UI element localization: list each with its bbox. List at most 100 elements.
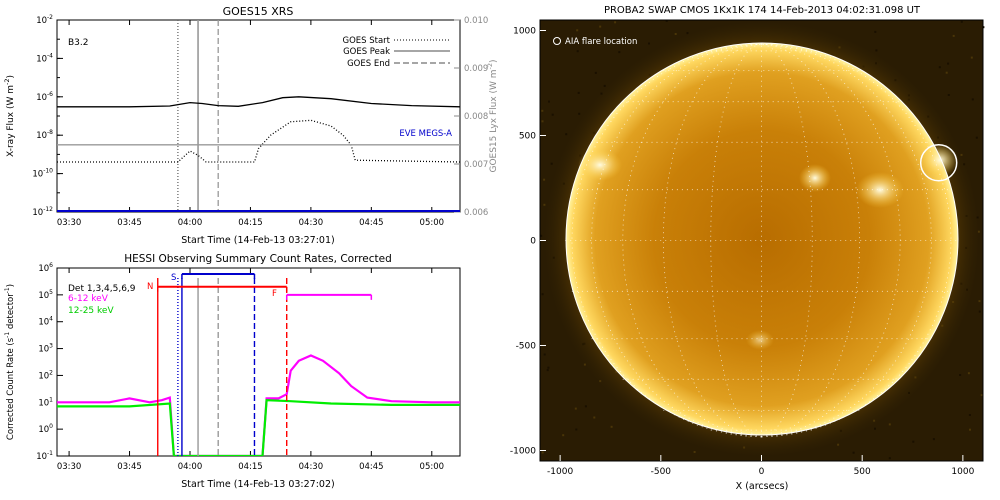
goes-legend-start: GOES Start: [342, 36, 390, 46]
swap-noise-speck: [578, 112, 581, 115]
swap-noise-speck: [648, 42, 650, 45]
hessi-x-tick-label: 03:45: [117, 462, 142, 472]
swap-noise-speck: [546, 369, 549, 372]
goes-y2-tick-label: 0.006: [464, 208, 488, 218]
goes-series-short: [57, 119, 460, 163]
swap-noise-speck: [603, 84, 606, 87]
swap-sun-disk: [566, 43, 958, 435]
swap-x-tick-label: 500: [854, 467, 871, 477]
hessi-x-tick-label: 05:00: [420, 462, 445, 472]
goes-series-long: [57, 96, 460, 108]
hessi-y-ticks: 10-1 100 101 102 103 104 105 106: [36, 262, 63, 462]
hessi-flag-F: F: [272, 289, 277, 299]
swap-active-region-center: [856, 172, 904, 208]
hessi-y-tick-label: 102: [38, 369, 53, 381]
swap-noise-speck: [551, 113, 554, 116]
swap-flare-location-marker: [919, 144, 958, 182]
hessi-flag-lines: [157, 278, 288, 456]
swap-legend-marker: [553, 37, 561, 45]
swap-grid-meridian: [591, 43, 762, 438]
goes-plot-frame: [56, 19, 461, 213]
hessi-legend-high: 12-25 keV: [68, 306, 114, 316]
hessi-x-tick-label: 03:30: [57, 462, 82, 472]
swap-noise-speck: [875, 49, 878, 52]
swap-title: PROBA2 SWAP CMOS 1Kx1K 174 14-Feb-2013 0…: [604, 5, 921, 16]
goes-class-label: B3.2: [68, 38, 89, 48]
swap-noise-speck: [959, 374, 962, 376]
hessi-x-ticks: 03:30 03:45 04:00 04:15 04:30 04:45 05:00: [57, 268, 444, 472]
swap-noise-speck: [541, 109, 544, 112]
goes-y-tick-label: 10-8: [36, 129, 53, 141]
swap-bright-regions: [578, 144, 958, 350]
goes-event-lines: [177, 20, 219, 212]
hessi-series-12-25-kev: [57, 399, 460, 456]
swap-x-axis-title: X (arcsecs): [736, 481, 789, 492]
hessi-legend-low: 6-12 keV: [68, 294, 109, 304]
goes-x-tick-label: 03:45: [117, 218, 142, 228]
swap-noise-speck: [665, 20, 668, 22]
hessi-plot-frame: [56, 267, 461, 457]
swap-noise-speck: [932, 438, 935, 441]
swap-noise-speck: [969, 428, 971, 431]
goes-y-tick-label: 10-10: [32, 168, 53, 180]
swap-x-tick-label: 1000: [951, 467, 974, 477]
hessi-series: [57, 354, 460, 456]
hessi-flag-S: S: [171, 273, 176, 283]
hessi-det-label: Det 1,3,4,5,6,9: [68, 284, 136, 294]
swap-legend-label: AIA flare location: [565, 37, 637, 47]
swap-noise-speck: [975, 136, 978, 139]
swap-noise-speck: [971, 98, 974, 101]
swap-noise-speck: [547, 366, 550, 369]
swap-panel: PROBA2 SWAP CMOS 1Kx1K 174 14-Feb-2013 0…: [510, 5, 985, 492]
swap-noise-speck: [614, 21, 617, 24]
goes-y-axis-title: X-ray Flux (W m-2): [3, 75, 16, 157]
swap-noise-speck: [610, 425, 613, 428]
swap-noise-speck: [938, 66, 941, 69]
goes-x-tick-label: 03:30: [57, 218, 82, 228]
swap-limb: [565, 42, 959, 436]
swap-heliographic-grid: [565, 43, 958, 438]
goes-x-tick-label: 05:00: [420, 218, 445, 228]
swap-y-tick-label: 0: [530, 237, 536, 247]
swap-x-ticks: -1000 -500 0 500 1000: [547, 455, 975, 477]
swap-noise-speck: [978, 300, 981, 303]
swap-noise-speck: [618, 51, 621, 54]
goes-y-tick-label: 10-2: [36, 14, 53, 26]
hessi-x-tick-label: 04:30: [299, 462, 324, 472]
swap-noise-speck: [550, 162, 553, 165]
goes-y2-tick-label: 0.010: [464, 16, 488, 26]
goes-y-tick-label: 10-6: [36, 91, 53, 103]
swap-noise-speck: [912, 440, 915, 443]
goes-eve-label: EVE MEGS-A: [399, 129, 452, 139]
hessi-y-tick-label: 105: [38, 289, 53, 301]
swap-active-region-mid: [799, 164, 831, 192]
swap-noise-speck: [575, 428, 578, 431]
goes-x-tick-label: 04:30: [299, 218, 324, 228]
swap-noise-speck: [543, 353, 546, 356]
swap-noise-speck: [947, 62, 950, 65]
swap-grid-meridian: [761, 43, 932, 438]
swap-noise-speck: [574, 407, 577, 410]
goes-title: GOES15 XRS: [223, 5, 294, 18]
hessi-series-6-12-kev: [57, 354, 460, 456]
swap-y-ticks: -1000 -500 0 500 1000: [510, 27, 546, 457]
swap-noise-speck: [577, 91, 580, 94]
swap-noise-speck: [594, 71, 597, 74]
swap-noise-speck: [968, 414, 971, 416]
swap-noise-speck: [543, 178, 546, 181]
swap-noise-speck: [970, 56, 973, 59]
swap-noise-speck: [541, 120, 544, 123]
swap-x-tick-label: -1000: [547, 467, 573, 477]
hessi-title: HESSI Observing Summary Count Rates, Cor…: [124, 253, 392, 265]
hessi-x-tick-label: 04:45: [359, 462, 384, 472]
hessi-x-tick-label: 04:00: [178, 462, 203, 472]
hessi-x-tick-label: 04:15: [238, 462, 263, 472]
goes-y2-axis-title: GOES15 Lyx Flux (W m-2): [486, 59, 499, 172]
swap-active-region-south: [746, 330, 774, 350]
hessi-y-axis-title: Corrected Count Rate (s-1 detector-1): [4, 284, 16, 440]
swap-noise-speck: [888, 423, 891, 426]
goes-x-tick-label: 04:45: [359, 218, 384, 228]
hessi-y-tick-label: 100: [38, 423, 53, 435]
goes-x-ticks: 03:30 03:45 04:00 04:15 04:30 04:45 05:00: [57, 20, 444, 228]
